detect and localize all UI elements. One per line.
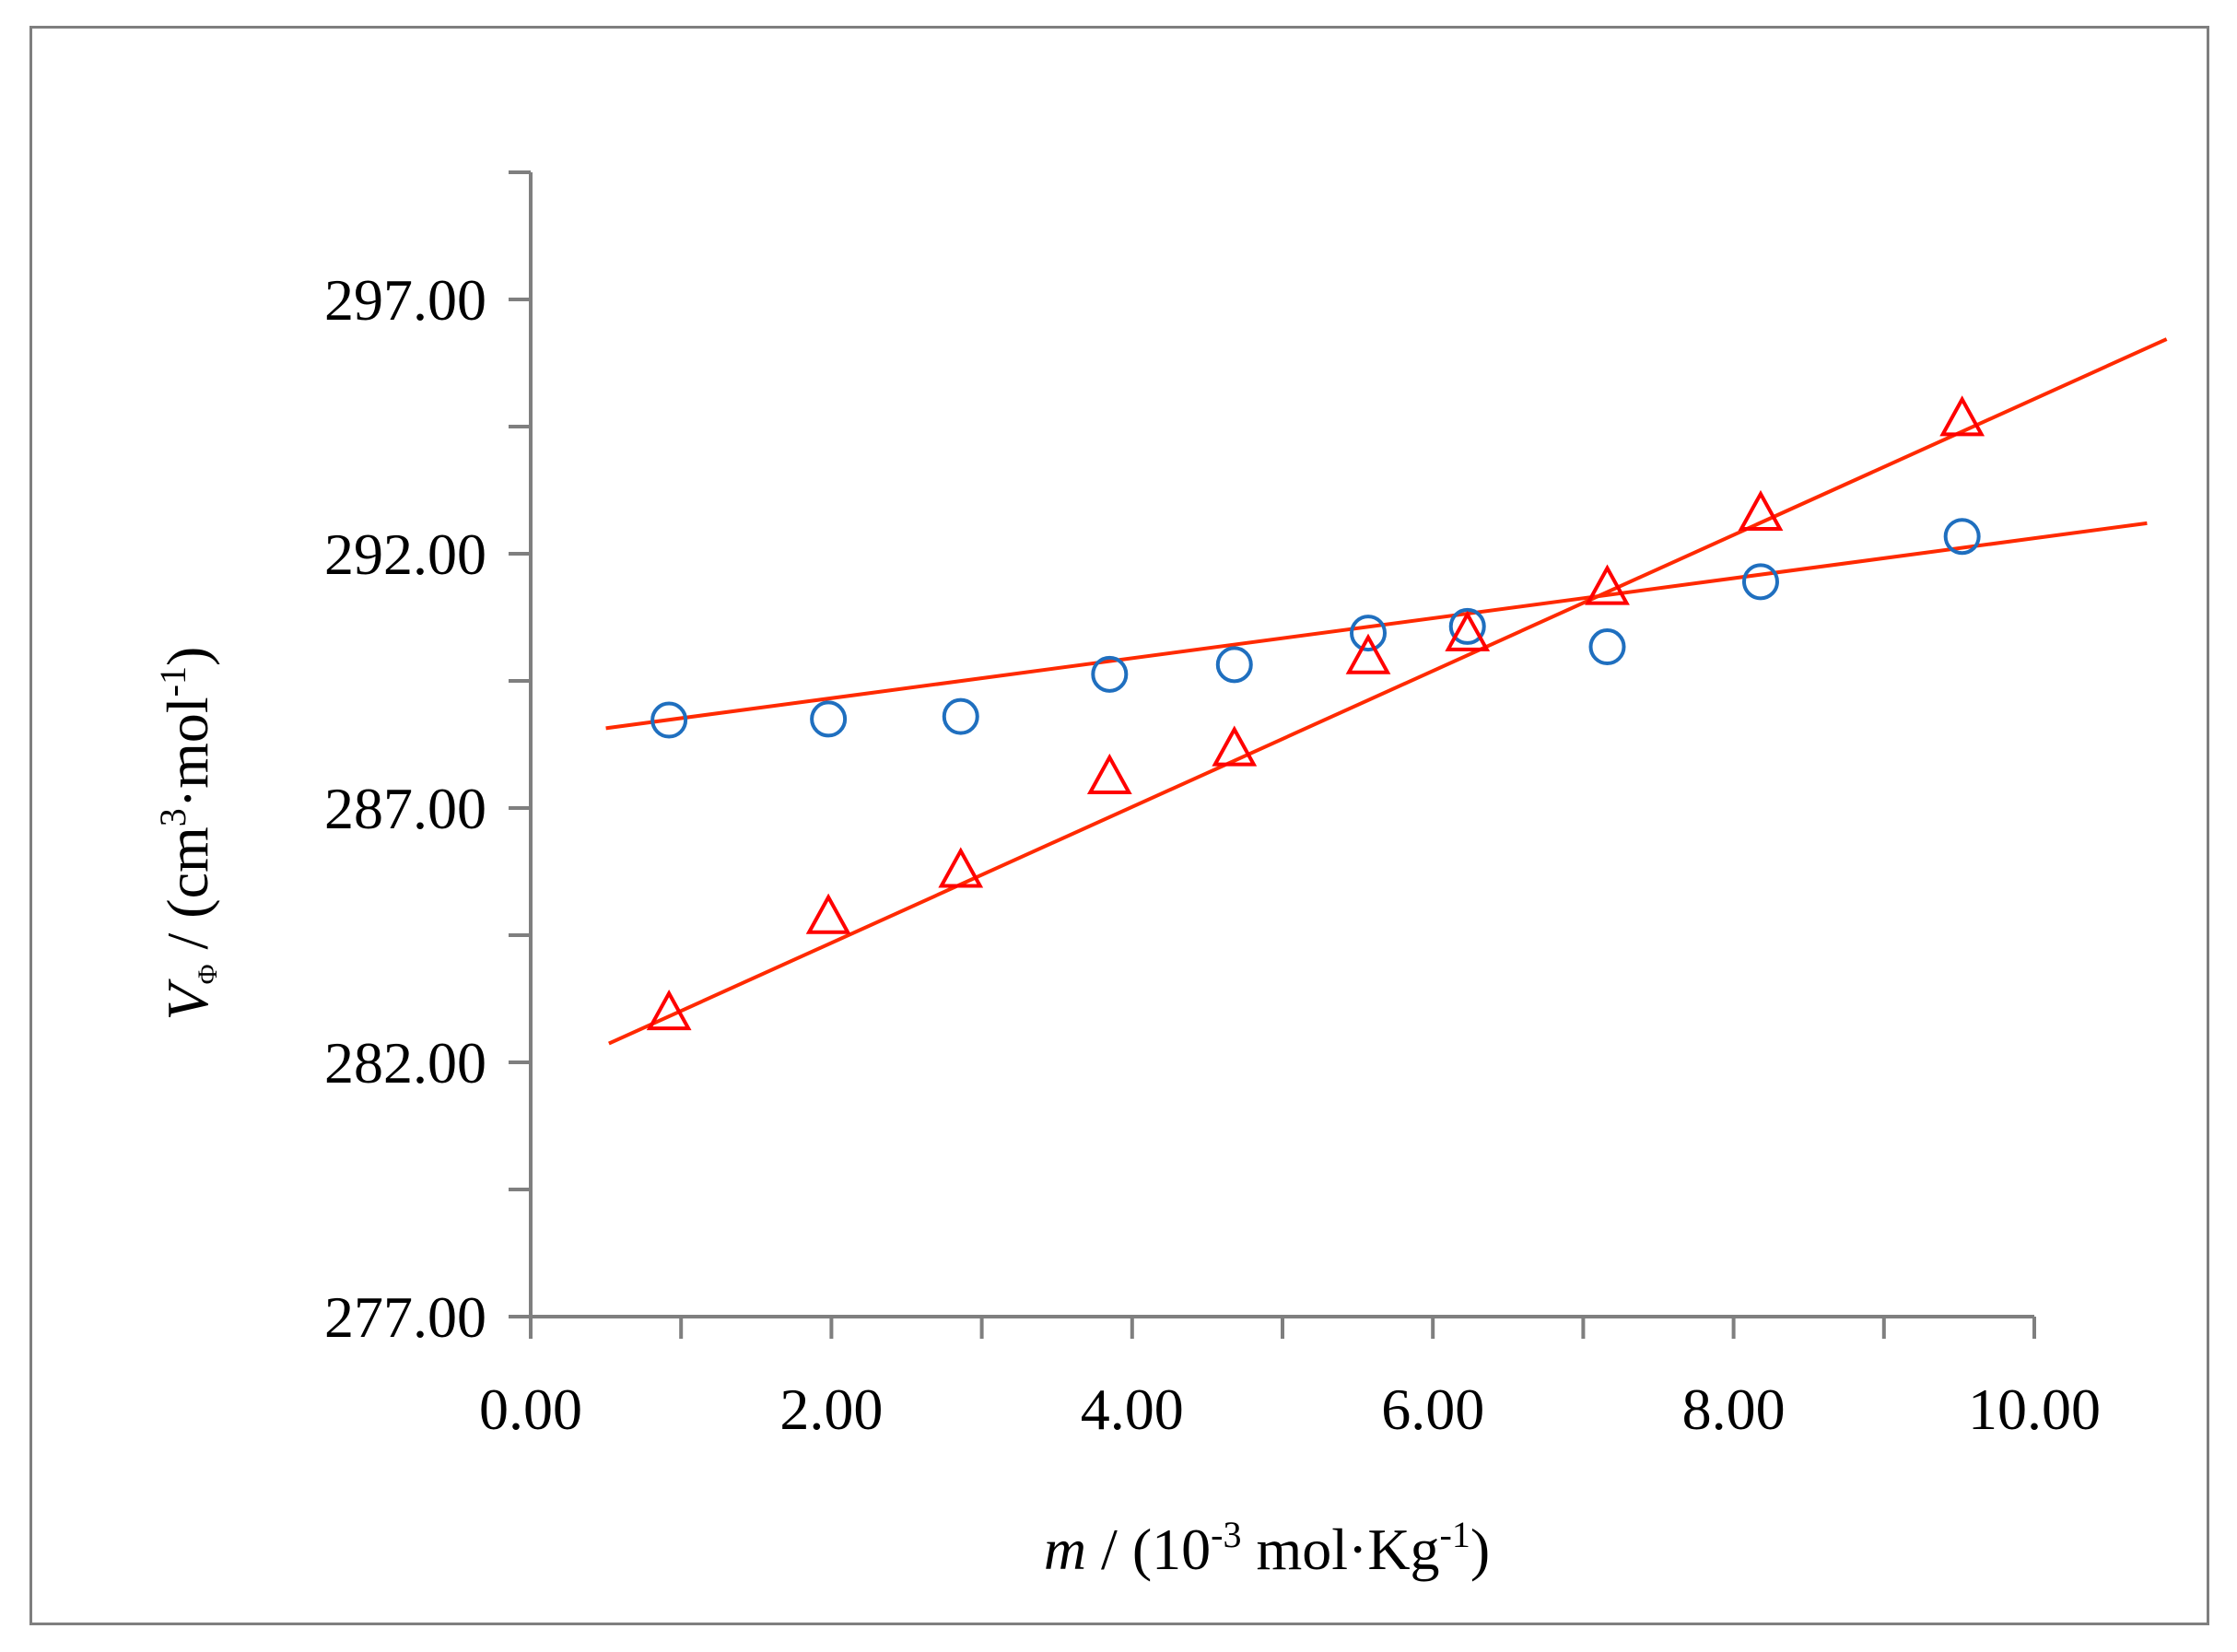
x-axis-title-sup2: -1: [1440, 1514, 1470, 1555]
point-triangle: [805, 893, 851, 934]
point-triangle: [1345, 633, 1391, 674]
point-circle: [1448, 607, 1486, 645]
y-axis-title-sup1: 3: [152, 808, 193, 826]
point-circle: [942, 697, 979, 735]
x-axis-title: m / (10-3 mol·Kg-1): [1044, 1514, 1490, 1582]
point-circle: [1741, 563, 1779, 601]
x-tick-label: 2.00: [779, 1377, 883, 1442]
data-points: [646, 395, 1985, 1031]
point-circle: [650, 701, 688, 739]
x-axis-title-sup1: -3: [1211, 1514, 1241, 1555]
point-circle: [1588, 628, 1626, 666]
x-tick-label: 4.00: [1081, 1377, 1184, 1442]
point-triangle: [938, 847, 984, 888]
fit-lines: [605, 337, 2168, 1046]
point-triangle: [646, 989, 692, 1031]
x-tick-label: 8.00: [1682, 1377, 1786, 1442]
fit-line-circles: [605, 521, 2148, 731]
point-circle: [1943, 518, 1981, 556]
y-tick-label: 282.00: [324, 1030, 486, 1095]
y-axis-title-mid: ·mol: [155, 697, 220, 808]
chart-frame: 277.00 282.00 287.00 292.00 297.00 0.00 2.00 4.…: [29, 26, 2209, 1625]
point-circle: [810, 700, 848, 738]
point-triangle: [1585, 564, 1630, 605]
y-tick-label: 277.00: [324, 1284, 486, 1350]
x-tick-label: 10.00: [1968, 1377, 2101, 1442]
y-axis-title-post: ): [155, 647, 220, 666]
point-circle: [1350, 615, 1388, 652]
y-tick-label: 297.00: [324, 267, 486, 333]
y-tick-label: 292.00: [324, 521, 486, 587]
y-axis-title-var: V: [155, 978, 220, 1021]
point-circle: [1215, 646, 1253, 684]
x-axis-title-pre: / (10: [1086, 1517, 1211, 1582]
y-axis-title-sup2: -1: [152, 666, 193, 697]
y-axis-title: VΦ / (cm3·mol-1): [152, 647, 223, 1021]
chart-plot: 277.00 282.00 287.00 292.00 297.00 0.00 2.00 4.…: [152, 170, 2168, 1582]
point-circle: [1091, 655, 1129, 693]
point-triangle: [1445, 610, 1491, 651]
point-triangle: [1738, 489, 1784, 532]
y-axis-title-pre: / (cm: [155, 826, 220, 964]
x-tick-label: 6.00: [1381, 1377, 1484, 1442]
x-axis-title-post: ): [1470, 1517, 1490, 1582]
y-axis-title-sub: Φ: [193, 964, 223, 984]
x-tick-label: 0.00: [479, 1377, 582, 1442]
point-triangle: [1086, 753, 1132, 794]
y-tick-label: 287.00: [324, 776, 486, 841]
ticks: 277.00 282.00 287.00 292.00 297.00 0.00 2.00 4.…: [324, 170, 2101, 1442]
fit-line-triangles: [608, 337, 2168, 1046]
point-triangle: [1939, 395, 1985, 437]
x-axis-title-mid: mol·Kg: [1241, 1517, 1439, 1582]
point-triangle: [1212, 725, 1258, 767]
x-axis-title-var: m: [1044, 1517, 1086, 1582]
axes: [529, 172, 2034, 1318]
